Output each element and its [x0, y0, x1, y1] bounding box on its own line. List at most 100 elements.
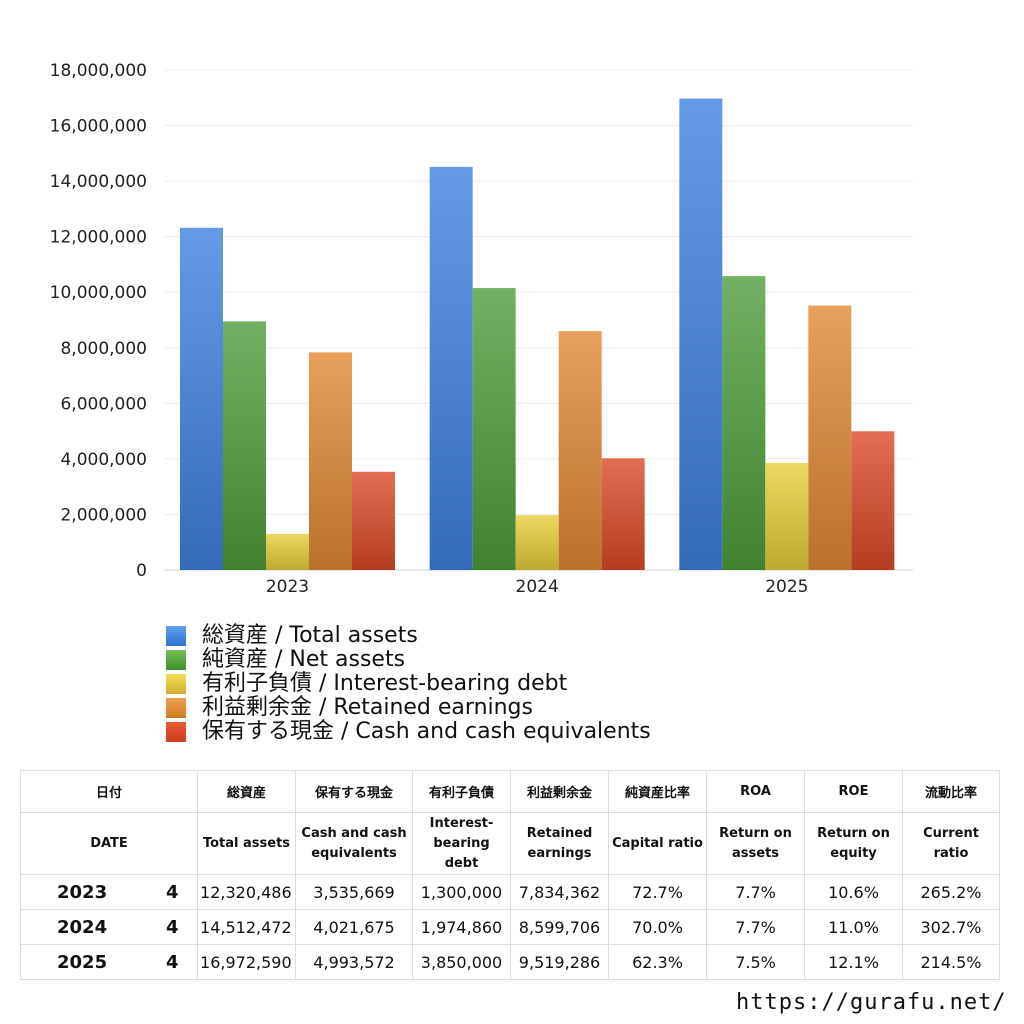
bar	[309, 352, 352, 570]
bar	[808, 305, 852, 570]
cell-year: 2024	[20, 909, 148, 945]
cell-current-ratio: 302.7%	[902, 909, 1001, 945]
y-tick-label: 12,000,000	[50, 228, 147, 248]
x-tick-label: 2024	[516, 577, 559, 597]
table-header-ja: 日付 総資産 保有する現金 有利子負債 利益剰余金 純資産比率 ROA ROE …	[19, 770, 1001, 813]
cell-capital-ratio: 72.7%	[608, 874, 708, 910]
header-date-ja: 日付	[19, 770, 199, 813]
bar	[515, 515, 559, 570]
legend-item-net-assets: 純資産 / Net assets	[166, 648, 651, 672]
bar	[558, 331, 602, 570]
x-tick-label: 2023	[266, 577, 309, 597]
legend-swatch	[166, 674, 186, 694]
y-tick-label: 4,000,000	[60, 450, 147, 470]
header-debt-ja: 有利子負債	[412, 770, 512, 813]
cell-quarter: 4	[147, 944, 199, 980]
bar	[601, 458, 645, 570]
y-tick-label: 16,000,000	[50, 117, 147, 137]
cell-cash: 4,021,675	[295, 909, 414, 945]
y-tick-label: 0	[136, 561, 147, 581]
x-axis-ticks: 2023 2024 2025	[266, 577, 809, 597]
cell-roa: 7.7%	[706, 909, 806, 945]
legend-label: 有利子負債 / Interest-bearing debt	[202, 671, 568, 696]
cell-roa: 7.7%	[706, 874, 806, 910]
cell-debt: 1,974,860	[412, 909, 512, 945]
header-cash-ja: 保有する現金	[295, 770, 414, 813]
table-header-en: DATE Total assets Cash and cash equivale…	[19, 812, 1001, 875]
header-roe: ROE	[804, 770, 904, 813]
cell-total-assets: 14,512,472	[197, 909, 297, 945]
header-debt-en: Interest-bearing debt	[412, 812, 512, 875]
bar	[472, 288, 516, 570]
bar	[851, 431, 895, 570]
y-tick-label: 18,000,000	[50, 61, 147, 81]
cell-roe: 11.0%	[804, 909, 904, 945]
financial-table: 日付 総資産 保有する現金 有利子負債 利益剰余金 純資産比率 ROA ROE …	[19, 770, 1001, 980]
source-url[interactable]: https://gurafu.net/	[736, 990, 1007, 1015]
legend-label: 利益剰余金 / Retained earnings	[202, 695, 533, 720]
legend-item-cash: 保有する現金 / Cash and cash equivalents	[166, 720, 651, 744]
legend-item-interest-bearing-debt: 有利子負債 / Interest-bearing debt	[166, 672, 651, 696]
cell-quarter: 4	[147, 874, 199, 910]
header-capital-ratio-en: Capital ratio	[608, 812, 708, 875]
y-tick-label: 14,000,000	[50, 172, 147, 192]
cell-roa: 7.5%	[706, 944, 806, 980]
header-total-assets-en: Total assets	[197, 812, 297, 875]
legend-label: 保有する現金 / Cash and cash equivalents	[202, 719, 651, 744]
header-retained-en: Retained earnings	[510, 812, 610, 875]
cell-capital-ratio: 62.3%	[608, 944, 708, 980]
bar	[180, 227, 223, 570]
bar-series	[180, 98, 895, 570]
cell-roe: 12.1%	[804, 944, 904, 980]
header-current-ratio-en: Current ratio	[902, 812, 1001, 875]
cell-retained: 9,519,286	[510, 944, 610, 980]
cell-capital-ratio: 70.0%	[608, 909, 708, 945]
chart-legend: 総資産 / Total assets 純資産 / Net assets 有利子負…	[166, 624, 651, 744]
cell-current-ratio: 265.2%	[902, 874, 1001, 910]
header-total-assets-ja: 総資産	[197, 770, 297, 813]
y-tick-label: 10,000,000	[50, 283, 147, 303]
legend-swatch	[166, 722, 186, 742]
header-date-en: DATE	[19, 812, 199, 875]
header-current-ratio-ja: 流動比率	[902, 770, 1001, 813]
y-tick-label: 2,000,000	[60, 505, 147, 525]
cell-roe: 10.6%	[804, 874, 904, 910]
table-row: 2024 4 14,512,472 4,021,675 1,974,860 8,…	[20, 909, 1001, 945]
cell-debt: 1,300,000	[412, 874, 512, 910]
cell-year: 2023	[20, 874, 148, 910]
bar	[223, 321, 266, 570]
bar	[266, 533, 309, 570]
cell-cash: 3,535,669	[295, 874, 414, 910]
cell-retained: 8,599,706	[510, 909, 610, 945]
y-tick-label: 6,000,000	[60, 394, 147, 414]
header-capital-ratio-ja: 純資産比率	[608, 770, 708, 813]
bar-chart: 0 2,000,000 4,000,000 6,000,000 8,000,000 10,…	[50, 61, 913, 597]
cell-quarter: 4	[147, 909, 199, 945]
cell-total-assets: 12,320,486	[197, 874, 297, 910]
bar	[722, 276, 766, 570]
y-axis-ticks: 0 2,000,000 4,000,000 6,000,000 8,000,000 10,…	[50, 61, 147, 581]
legend-label: 総資産 / Total assets	[202, 623, 418, 648]
bar	[352, 471, 395, 570]
table-row: 2025 4 16,972,590 4,993,572 3,850,000 9,…	[20, 944, 1001, 980]
legend-label: 純資産 / Net assets	[202, 647, 406, 672]
header-roa-en: Return on assets	[706, 812, 806, 875]
y-tick-label: 8,000,000	[60, 339, 147, 359]
cell-current-ratio: 214.5%	[902, 944, 1001, 980]
cell-retained: 7,834,362	[510, 874, 610, 910]
cell-debt: 3,850,000	[412, 944, 512, 980]
header-roa: ROA	[706, 770, 806, 813]
bar	[765, 463, 809, 570]
cell-year: 2025	[20, 944, 148, 980]
bar	[679, 98, 723, 570]
legend-item-retained-earnings: 利益剰余金 / Retained earnings	[166, 696, 651, 720]
cell-total-assets: 16,972,590	[197, 944, 297, 980]
header-retained-ja: 利益剰余金	[510, 770, 610, 813]
header-cash-en: Cash and cash equivalents	[295, 812, 414, 875]
table-row: 2023 4 12,320,486 3,535,669 1,300,000 7,…	[20, 874, 1001, 910]
header-roe-en: Return on equity	[804, 812, 904, 875]
bar	[429, 166, 473, 570]
x-tick-label: 2025	[765, 577, 808, 597]
cell-cash: 4,993,572	[295, 944, 414, 980]
legend-swatch	[166, 650, 186, 670]
